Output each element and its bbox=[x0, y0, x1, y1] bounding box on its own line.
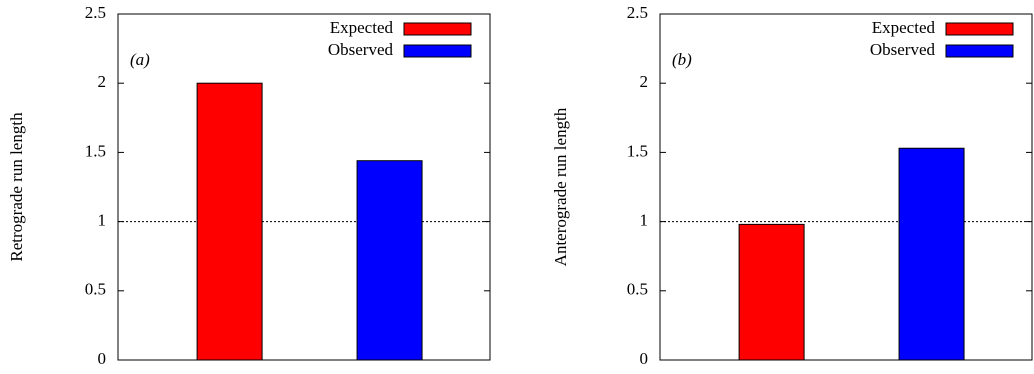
y-tick-label: 1 bbox=[640, 211, 649, 230]
y-tick-label: 1.5 bbox=[85, 141, 106, 160]
bar bbox=[898, 147, 965, 361]
legend-swatch bbox=[945, 44, 1014, 58]
legend-swatch bbox=[403, 22, 472, 36]
legend-label: Expected bbox=[872, 18, 936, 37]
bar bbox=[196, 82, 263, 361]
y-tick-label: 0.5 bbox=[85, 280, 106, 299]
plot-frame bbox=[117, 13, 491, 361]
plot-frame bbox=[659, 13, 1033, 361]
legend-label: Expected bbox=[330, 18, 394, 37]
legend-swatch bbox=[945, 22, 1014, 36]
y-tick-label: 0 bbox=[98, 349, 107, 368]
y-tick-label: 0.5 bbox=[627, 280, 648, 299]
y-axis-label: Anterograde run length bbox=[551, 107, 570, 266]
bar bbox=[356, 160, 423, 361]
y-tick-label: 2.5 bbox=[627, 3, 648, 22]
panel-label: (b) bbox=[672, 50, 692, 69]
y-tick-label: 2 bbox=[640, 72, 649, 91]
y-tick-label: 1 bbox=[98, 211, 107, 230]
legend-swatch bbox=[403, 44, 472, 58]
y-tick-label: 1.5 bbox=[627, 141, 648, 160]
y-tick-label: 2 bbox=[98, 72, 107, 91]
legend-label: Observed bbox=[870, 40, 936, 59]
panel-label: (a) bbox=[130, 50, 150, 69]
y-axis-label: Retrograde run length bbox=[7, 112, 26, 262]
bar bbox=[738, 223, 805, 361]
y-tick-label: 0 bbox=[640, 349, 649, 368]
legend-label: Observed bbox=[328, 40, 394, 59]
y-tick-label: 2.5 bbox=[85, 3, 106, 22]
